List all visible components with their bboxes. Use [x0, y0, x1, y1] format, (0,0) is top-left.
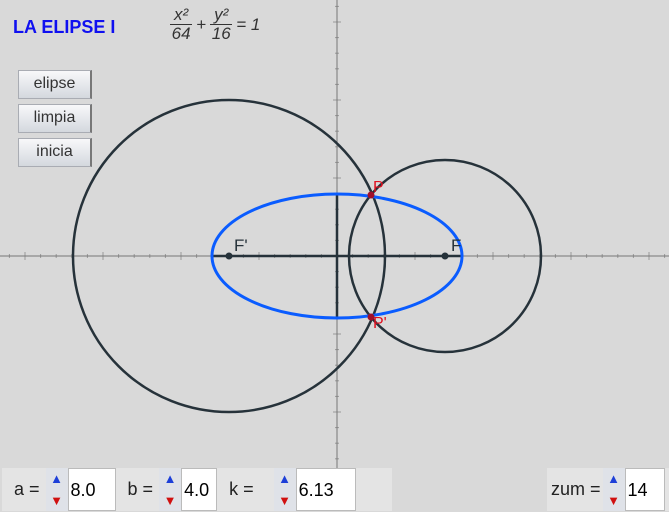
a-input[interactable]: 8.0 — [67, 468, 116, 511]
arrow-down-icon[interactable]: ▼ — [50, 492, 63, 508]
label-p-prime: P' — [373, 315, 387, 332]
y-numerator: y² — [210, 6, 233, 25]
zum-input[interactable]: 14 — [624, 468, 665, 511]
a-label: a = — [14, 479, 40, 499]
arrow-up-icon[interactable]: ▲ — [163, 471, 177, 487]
focus-f-prime — [225, 252, 233, 260]
arrow-up-icon[interactable]: ▲ — [607, 471, 620, 487]
label-f-prime: F' — [234, 236, 248, 255]
x-numerator: x² — [170, 6, 193, 25]
zum-label: zum = — [551, 479, 601, 499]
point-p-prime — [367, 313, 375, 321]
arrow-down-icon[interactable]: ▼ — [607, 492, 620, 508]
circle-f-prime — [71, 98, 387, 414]
zoom-bar: zum = ▲ ▼ 14 — [547, 468, 669, 511]
k-label: k = — [229, 479, 254, 499]
ellipse — [210, 192, 464, 320]
label-f: F — [451, 236, 461, 255]
limpia-button[interactable]: limpia — [18, 104, 92, 133]
b-spinner[interactable]: ▲ ▼ — [159, 468, 182, 511]
label-p: P — [373, 179, 384, 196]
parameter-bar: a = ▲ ▼ 8.0 b = ▲ ▼ 4.0 k = ▲ ▼ 6.13 — [2, 468, 392, 511]
focus-f — [441, 252, 449, 260]
arrow-up-icon[interactable]: ▲ — [278, 471, 292, 487]
circle-f — [347, 158, 543, 354]
k-spinner[interactable]: ▲ ▼ — [273, 468, 296, 511]
k-input[interactable]: 6.13 — [295, 468, 356, 511]
a-spinner[interactable]: ▲ ▼ — [45, 468, 68, 511]
app-title: LA ELIPSE I — [13, 17, 116, 37]
b-input[interactable]: 4.0 — [181, 468, 218, 511]
elipse-button[interactable]: elipse — [18, 70, 92, 99]
zum-spinner[interactable]: ▲ ▼ — [602, 468, 625, 511]
arrow-down-icon[interactable]: ▼ — [278, 492, 292, 508]
ellipse-equation: x² 64 + y² 16 = 1 — [170, 6, 260, 43]
point-p — [367, 191, 375, 199]
b-label: b = — [127, 479, 154, 499]
equals-one: = 1 — [236, 14, 261, 34]
inicia-button[interactable]: inicia — [18, 138, 92, 167]
arrow-up-icon[interactable]: ▲ — [50, 471, 63, 487]
plus-sign: + — [196, 14, 207, 34]
x-denominator: 64 — [171, 24, 191, 43]
arrow-down-icon[interactable]: ▼ — [163, 492, 177, 508]
y-denominator: 16 — [211, 24, 231, 43]
